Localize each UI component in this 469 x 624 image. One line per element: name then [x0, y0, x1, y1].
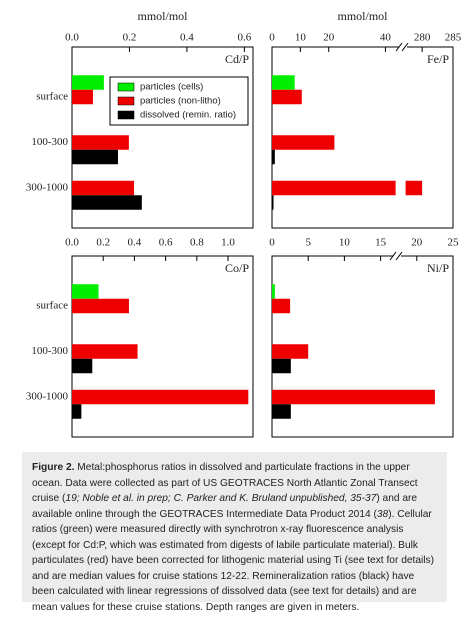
x-tick-label: 0 [269, 237, 275, 249]
x-tick-label: 0.2 [96, 237, 110, 249]
figure: 0.0 0.2 0.4 0.6 mmol/mol Cd/P surface 100-300 30… [26, 9, 462, 438]
x-tick-label: 0.6 [159, 237, 173, 249]
caption: Figure 2. Metal:phosphorus ratios in dis… [22, 452, 447, 613]
x-tick-label: 0.8 [190, 237, 204, 249]
x-tick-label: 0.2 [123, 32, 137, 44]
panel-label: Cd/P [225, 52, 249, 66]
bar [72, 195, 142, 210]
legend-label: particles (cells) [140, 82, 203, 93]
caption-label: Figure 2. [32, 462, 75, 473]
bar [72, 284, 99, 299]
x-tick-label: 0.4 [128, 237, 142, 249]
x-tick-label: 10 [339, 237, 351, 249]
bar [272, 344, 309, 359]
caption-text: Metal:phosphorus ratios in dissolved and… [32, 462, 418, 504]
x-tick-label: 20 [323, 32, 335, 44]
x-tick-label: 280 [414, 32, 431, 44]
caption-text: ) and are available online through the G… [32, 493, 418, 520]
x-tick-label: 0.4 [180, 32, 194, 44]
bar [72, 180, 135, 196]
x-tick-label: 0 [269, 32, 275, 44]
bar [72, 389, 249, 405]
x-tick-label: 0.0 [65, 237, 79, 249]
bar [272, 75, 295, 90]
y-tick-label: 100-300 [31, 136, 68, 148]
bar [272, 89, 302, 105]
x-tick-label: 0.0 [65, 32, 79, 44]
bar [272, 404, 291, 419]
bar [272, 149, 275, 165]
axis-break-mark [389, 251, 397, 261]
x-axis-label: mmol/mol [137, 9, 188, 23]
axis-break-gap [399, 45, 407, 49]
bar [272, 180, 423, 196]
bar [72, 75, 104, 90]
x-tick-label: 10 [295, 32, 307, 44]
x-tick-label: 285 [445, 32, 462, 44]
legend-swatch [117, 96, 135, 106]
bar [72, 135, 129, 150]
bar [272, 195, 274, 210]
x-tick-label: 0.6 [238, 32, 252, 44]
bar [72, 149, 118, 165]
y-tick-label: 100-300 [31, 345, 68, 357]
caption-ref: 19; Noble et al. in prep; C. Parker and … [65, 493, 377, 504]
bar [272, 284, 275, 299]
legend-swatch [117, 110, 135, 120]
x-tick-label: 20 [411, 237, 423, 249]
bar [72, 358, 93, 374]
y-tick-label: surface [36, 300, 68, 312]
bar-break-gap [395, 179, 406, 197]
x-tick-label: 40 [380, 32, 392, 44]
bar [72, 344, 138, 359]
bar [72, 404, 82, 419]
axis-break-mark [395, 251, 403, 261]
x-tick-label: 5 [305, 237, 311, 249]
bar [272, 389, 435, 405]
axis-break-mark [401, 42, 409, 52]
legend-label: dissolved (remin. ratio) [140, 110, 236, 121]
legend-label: particles (non-litho) [140, 96, 221, 107]
x-axis-label: mmol/mol [337, 9, 388, 23]
legend-swatch [117, 82, 135, 92]
axis-break-mark [395, 42, 403, 52]
y-tick-label: 300-1000 [26, 182, 69, 194]
panel-label: Co/P [225, 261, 249, 275]
x-tick-label: 15 [375, 237, 387, 249]
caption-ref: 38 [376, 508, 389, 520]
x-tick-label: 25 [448, 237, 460, 249]
bar [272, 298, 291, 314]
bar [72, 298, 129, 314]
panel-label: Ni/P [427, 261, 449, 275]
bar [272, 358, 291, 374]
x-tick-label: 1.0 [221, 237, 235, 249]
axis-break-gap [393, 254, 401, 258]
bar [272, 135, 335, 150]
y-tick-label: surface [36, 91, 68, 103]
caption-text: ). Cellular ratios (green) were measured… [32, 508, 435, 613]
y-tick-label: 300-1000 [26, 391, 69, 403]
panel-label: Fe/P [427, 52, 449, 66]
bar [72, 89, 93, 105]
